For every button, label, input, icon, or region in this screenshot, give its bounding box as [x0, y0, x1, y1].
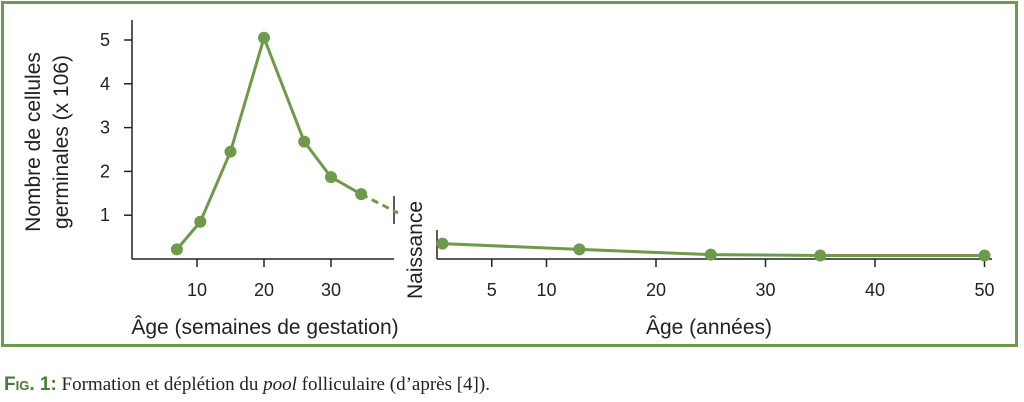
data-point	[978, 249, 991, 262]
x-tick-label: 30	[755, 280, 775, 300]
birth-divider-label: Naissance	[404, 201, 427, 299]
y-axis-label-line2: germinales (x 106)	[50, 55, 73, 229]
data-point	[298, 135, 311, 148]
y-axis-label-line1: Nombre de cellules	[22, 52, 45, 232]
x-tick-label: 5	[487, 280, 497, 300]
x-tick-label: 20	[646, 280, 666, 300]
y-tick-label: 4	[100, 74, 110, 94]
x-tick-label: 10	[187, 280, 207, 300]
y-tick-label: 5	[100, 30, 110, 50]
caption-text-end: folliculaire (d’après [4]).	[296, 374, 490, 395]
caption-text: Formation et déplétion du	[56, 374, 264, 395]
data-point	[194, 215, 207, 228]
data-point	[355, 188, 368, 201]
data-point	[325, 171, 337, 184]
figure-caption: Fig. 1: Formation et déplétion du pool f…	[4, 374, 490, 396]
chart-frame	[1, 1, 1018, 347]
x-tick-label: 10	[536, 280, 556, 300]
y-tick-label: 1	[100, 205, 110, 225]
y-tick-label: 2	[100, 161, 110, 181]
data-point	[573, 243, 586, 256]
y-tick-label: 3	[100, 118, 110, 138]
series-extrapolation-dashed	[360, 192, 399, 215]
x-axis-label-years: Âge (années)	[646, 316, 772, 339]
data-point	[224, 145, 237, 158]
x-tick-label: 20	[254, 280, 274, 300]
data-point	[704, 248, 717, 261]
x-axis-label-gestation: Âge (semaines de gestation)	[131, 316, 398, 339]
caption-italic-term: pool	[263, 374, 297, 395]
figure-label: Fig. 1:	[4, 374, 57, 395]
x-tick-label: 50	[974, 280, 994, 300]
x-tick-label: 30	[321, 280, 341, 300]
data-point	[170, 243, 183, 256]
data-point	[258, 31, 270, 44]
data-point	[436, 237, 449, 250]
x-tick-label: 40	[865, 280, 885, 300]
data-point	[814, 249, 827, 262]
